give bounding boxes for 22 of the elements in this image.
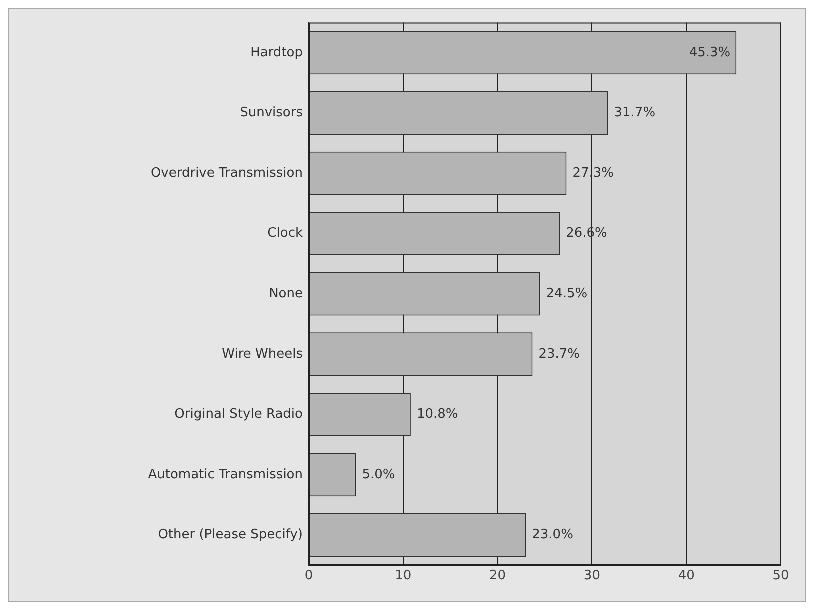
x-tick-label: 0 [304,568,314,584]
y-tick-label: Original Style Radio [174,407,304,422]
x-tick-label: 50 [772,568,790,584]
y-tick-label: Wire Wheels [222,346,304,362]
y-tick-label: Other (Please Specify) [158,528,303,543]
data-label: 23.7% [538,346,580,362]
y-tick-label: Sunvisors [240,106,304,121]
data-label: 23.0% [532,528,574,543]
y-tick-label: Hardtop [250,45,303,60]
x-tick-label: 40 [678,568,695,584]
x-tick-label: 10 [395,568,412,584]
data-label: 5.0% [362,467,396,482]
data-label: 31.7% [614,106,656,121]
y-tick-label: Automatic Transmission [148,467,303,482]
y-tick-label: None [269,286,303,302]
x-tick-label: 30 [584,568,600,584]
y-tick-label: Clock [268,226,304,242]
x-tick-label: 20 [490,568,506,584]
data-label: 24.5% [546,286,588,302]
y-tick-label: Overdrive Transmission [150,166,303,181]
data-label: 10.8% [416,407,458,422]
data-label: 45.3% [689,45,731,60]
